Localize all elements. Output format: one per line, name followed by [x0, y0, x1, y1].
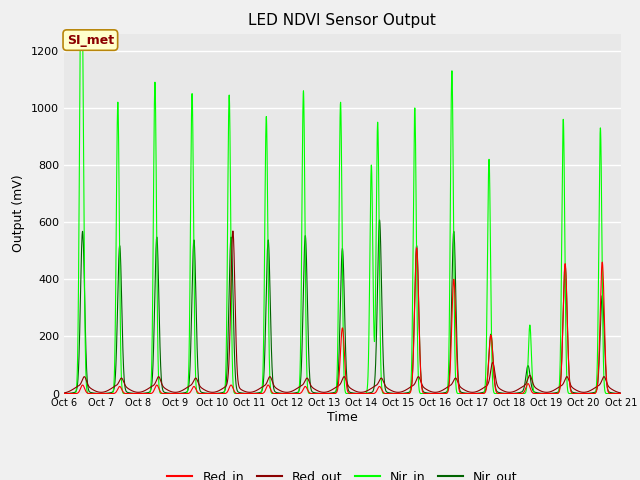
Text: SI_met: SI_met: [67, 34, 114, 47]
Title: LED NDVI Sensor Output: LED NDVI Sensor Output: [248, 13, 436, 28]
X-axis label: Time: Time: [327, 411, 358, 424]
Y-axis label: Output (mV): Output (mV): [12, 175, 26, 252]
Legend: Red_in, Red_out, Nir_in, Nir_out: Red_in, Red_out, Nir_in, Nir_out: [163, 465, 522, 480]
